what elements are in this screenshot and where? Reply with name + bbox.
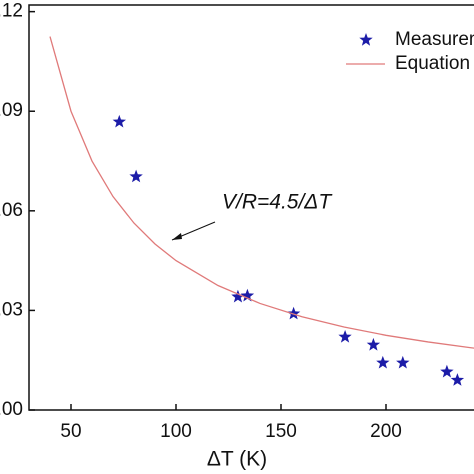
star-point [129, 169, 143, 183]
y-tick-label: 0.03 [0, 299, 23, 320]
legend-label: Measurement [395, 29, 474, 50]
star-point [338, 330, 352, 343]
star-point [112, 114, 126, 128]
plot-frame [28, 4, 474, 411]
y-tick-label: 0.00 [0, 399, 23, 420]
star-point [286, 306, 301, 320]
y-tick-label: 0.06 [0, 200, 23, 221]
star-point [376, 355, 390, 369]
x-tick-label: 150 [265, 421, 297, 442]
x-axis-label: ΔT (K) [207, 448, 267, 471]
y-tick-label: 0.09 [0, 100, 23, 121]
y-tick-label: 0.12 [0, 1, 23, 22]
x-tick-label: 100 [160, 421, 192, 442]
arrow-head [172, 233, 182, 240]
equation-line [49, 36, 474, 349]
star-point [366, 337, 381, 351]
legend-star [359, 33, 373, 46]
x-tick-label: 200 [370, 421, 402, 442]
star-point [440, 364, 454, 378]
star-point [396, 355, 410, 369]
star-point [240, 288, 255, 302]
star-point [450, 373, 465, 386]
annotation: V/R=4.5/ΔT [222, 191, 333, 214]
star-point [231, 289, 245, 303]
legend-label: Equation [395, 53, 470, 74]
x-tick-label: 50 [60, 421, 81, 442]
